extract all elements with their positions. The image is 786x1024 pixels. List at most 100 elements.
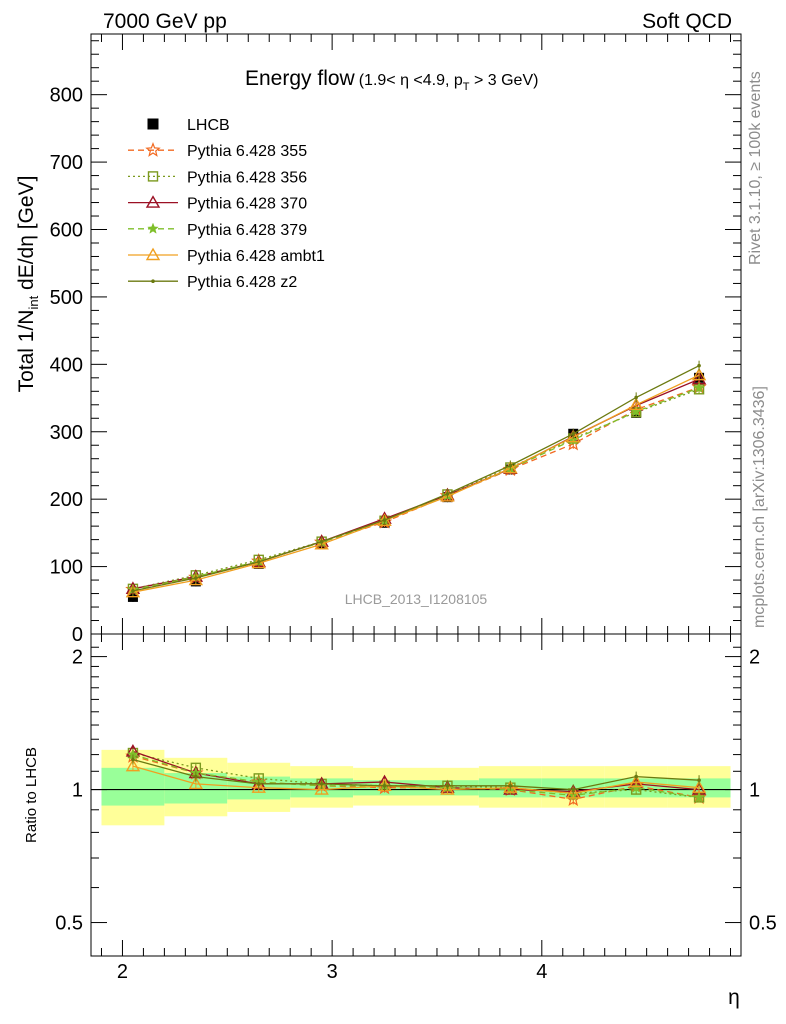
main-data-point (445, 491, 450, 496)
main-series-line (132, 386, 700, 591)
legend-marker (147, 222, 159, 234)
ratio-data-point (628, 774, 644, 788)
ratio-band-green (101, 767, 165, 806)
ratio-data-point (131, 757, 135, 762)
main-y-tick-label: 500 (50, 287, 83, 309)
legend-item: Pythia 6.428 z2 (128, 274, 297, 291)
legend-marker (145, 195, 161, 208)
ratio-series-line (132, 753, 700, 799)
legend-item: LHCB (147, 117, 230, 134)
main-data-point (566, 429, 581, 443)
main-y-tick-label: 0 (72, 624, 83, 646)
legend-item: Pythia 6.428 355 (128, 142, 307, 160)
analysis-watermark: LHCB_2013_I1208105 (345, 591, 488, 607)
main-data-point (131, 589, 135, 593)
ratio-data-point (440, 782, 455, 795)
main-data-point (188, 572, 204, 586)
main-y-tick-label: 100 (50, 557, 83, 579)
ratio-axes: 0.5 0.5 1 1 2 2 2 3 4 (55, 634, 777, 983)
legend-marker (145, 142, 161, 157)
legend-label: LHCB (187, 117, 230, 134)
source-label: mcplots.cern.ch [arXiv:1306.3436] (751, 386, 768, 628)
main-y-tick-label: 200 (50, 489, 83, 511)
header-process-label: Soft QCD (642, 10, 732, 33)
x-tick-label: 4 (536, 961, 547, 983)
main-series-line (132, 374, 700, 593)
main-series-pythia-6-428-ambt1 (125, 367, 707, 598)
legend-marker (145, 247, 161, 261)
main-series-line (132, 365, 700, 592)
ratio-data-point (697, 778, 701, 783)
legend-item: Pythia 6.428 379 (128, 222, 307, 239)
main-data-point (693, 381, 705, 393)
legend-label: Pythia 6.428 370 (187, 196, 307, 213)
legend-marker (151, 279, 155, 284)
x-tick-label: 3 (327, 961, 338, 983)
main-y-tick-label: 400 (50, 354, 83, 376)
main-y-tick-label: 700 (50, 152, 83, 174)
ratio-data-point (571, 787, 576, 792)
main-series-pythia-6-428-356 (127, 384, 705, 595)
main-data-point (628, 397, 644, 410)
ratio-y-tick-label: 2 (72, 647, 83, 669)
ratio-data-point (691, 780, 707, 793)
ratio-data-point (314, 782, 329, 795)
main-data-point (125, 584, 141, 598)
main-series-line (132, 387, 700, 591)
main-data-point (508, 463, 513, 468)
main-series-line (132, 388, 700, 590)
ratio-data-point (319, 782, 324, 786)
ratio-data-point (251, 780, 266, 793)
ratio-data-point (194, 774, 198, 779)
ratio-series-layer (125, 744, 707, 807)
main-series-pythia-6-428-355 (125, 379, 707, 597)
ratio-data-point (125, 758, 141, 772)
legend-item: Pythia 6.428 356 (128, 169, 307, 186)
ratio-data-point (188, 776, 204, 790)
ratio-data-point (634, 774, 638, 779)
main-series-lhcb (127, 372, 705, 602)
legend-label: Pythia 6.428 356 (187, 169, 307, 186)
main-data-point (314, 536, 329, 550)
header-energy-label: 7000 GeV pp (103, 10, 227, 33)
legend-label: Pythia 6.428 355 (187, 143, 307, 160)
legend-label: Pythia 6.428 379 (187, 222, 307, 239)
ratio-y-tick-label-right: 1 (749, 780, 760, 802)
main-data-point (697, 363, 701, 368)
ratio-data-point (503, 780, 518, 793)
rivet-version-label: Rivet 3.1.10, ≥ 100k events (747, 71, 764, 265)
ratio-data-point (382, 783, 387, 788)
main-data-point (382, 518, 387, 522)
main-y-tick-label: 800 (50, 85, 83, 107)
ratio-y-tick-label: 0.5 (55, 913, 83, 935)
main-data-point (194, 576, 198, 580)
main-data-point (377, 513, 392, 526)
main-y-axis-label: Total 1/Nint dE/dη [GeV] (15, 176, 41, 393)
ratio-y-tick-label-right: 2 (749, 647, 760, 669)
ratio-series-line (132, 758, 700, 791)
ratio-y-tick-label-right: 0.5 (749, 913, 777, 935)
ratio-data-point (256, 782, 261, 786)
main-series-pythia-6-428-z2 (131, 360, 701, 596)
legend-marker (147, 171, 159, 182)
x-axis-label: η (728, 986, 740, 1009)
main-data-point (634, 395, 638, 400)
legend-label: Pythia 6.428 ambt1 (187, 248, 325, 265)
plot-title: Energy flow (1.9< η <4.9, pT > 3 GeV) (245, 67, 538, 93)
main-series-pythia-6-428-370 (125, 371, 707, 595)
legend-marker (147, 118, 159, 130)
main-axes: 0 100 200 300 400 500 600 700 800 (50, 34, 741, 646)
ratio-series-pythia-6-428-z2 (131, 754, 701, 795)
ratio-data-point (445, 783, 450, 788)
x-tick-label: 2 (117, 961, 128, 983)
main-data-point (571, 431, 576, 436)
main-data-point (319, 539, 324, 544)
legend-item: Pythia 6.428 370 (128, 195, 307, 213)
main-series-layer (125, 360, 707, 602)
ratio-y-tick-label: 1 (72, 780, 83, 802)
main-data-point (691, 367, 707, 381)
ratio-data-point (693, 791, 705, 803)
legend: LHCB Pythia 6.428 355 Pythia 6.428 356 Pyth… (128, 117, 325, 291)
main-data-point (256, 560, 261, 564)
